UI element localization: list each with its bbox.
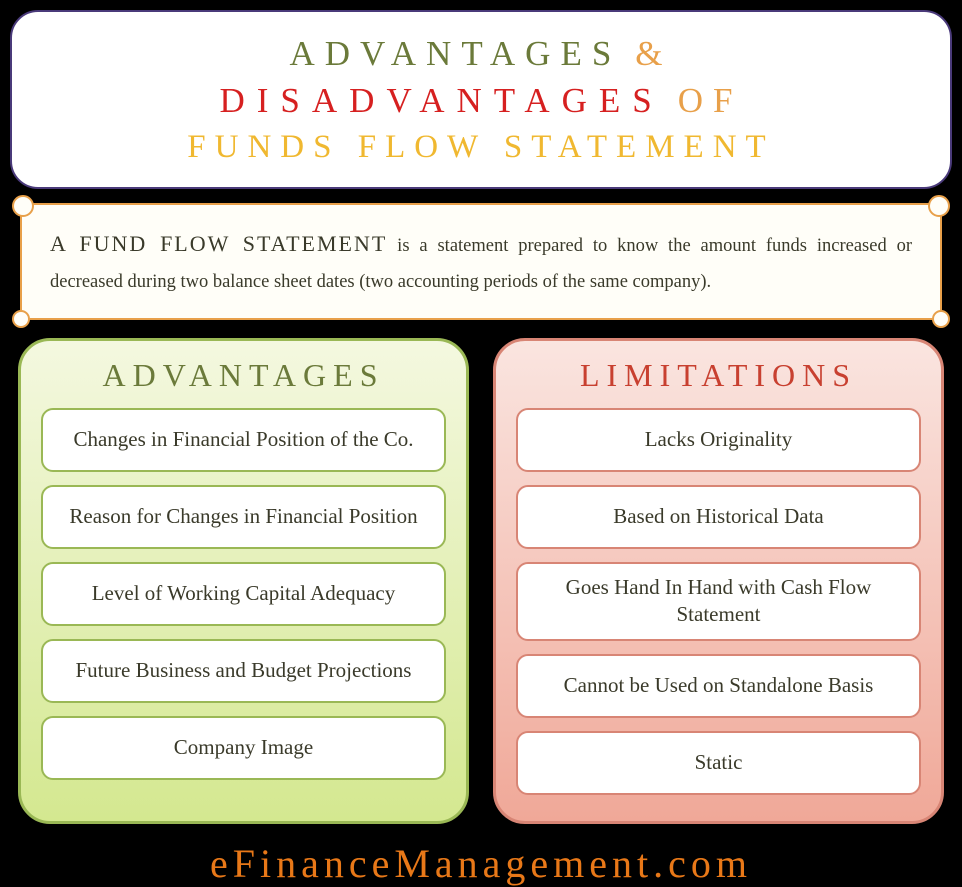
limitation-item: Based on Historical Data <box>516 485 921 549</box>
limitation-item: Lacks Originality <box>516 408 921 472</box>
advantage-item: Level of Working Capital Adequacy <box>41 562 446 626</box>
title-box: ADVANTAGES & DISADVANTAGES OF FUNDS FLOW… <box>10 10 952 189</box>
limitation-item: Static <box>516 731 921 795</box>
definition-lead: A FUND FLOW STATEMENT <box>50 231 387 256</box>
title-line-1: ADVANTAGES & <box>42 30 920 77</box>
corner-decoration <box>12 310 30 328</box>
advantages-header: ADVANTAGES <box>41 357 446 394</box>
advantage-item: Company Image <box>41 716 446 780</box>
limitations-header: LIMITATIONS <box>516 357 921 394</box>
advantage-item: Changes in Financial Position of the Co. <box>41 408 446 472</box>
advantages-column: ADVANTAGES Changes in Financial Position… <box>18 338 469 824</box>
limitation-item: Cannot be Used on Standalone Basis <box>516 654 921 718</box>
title-word-of: OF <box>678 81 743 120</box>
advantage-item: Future Business and Budget Projections <box>41 639 446 703</box>
footer-brand: eFinanceManagement.com <box>10 840 952 887</box>
advantage-item: Reason for Changes in Financial Position <box>41 485 446 549</box>
title-word-disadvantages: DISADVANTAGES <box>220 81 664 120</box>
title-line-2: DISADVANTAGES OF <box>42 77 920 124</box>
title-line-3: FUNDS FLOW STATEMENT <box>42 125 920 170</box>
corner-decoration <box>932 310 950 328</box>
title-word-advantages: ADVANTAGES <box>289 34 621 73</box>
title-word-funds: FUNDS FLOW STATEMENT <box>187 129 774 165</box>
limitations-column: LIMITATIONS Lacks Originality Based on H… <box>493 338 944 824</box>
columns-row: ADVANTAGES Changes in Financial Position… <box>10 338 952 824</box>
title-word-amp: & <box>635 34 672 73</box>
definition-box: A FUND FLOW STATEMENT is a statement pre… <box>20 203 942 320</box>
infographic-container: ADVANTAGES & DISADVANTAGES OF FUNDS FLOW… <box>10 10 952 875</box>
limitation-item: Goes Hand In Hand with Cash Flow Stateme… <box>516 562 921 641</box>
